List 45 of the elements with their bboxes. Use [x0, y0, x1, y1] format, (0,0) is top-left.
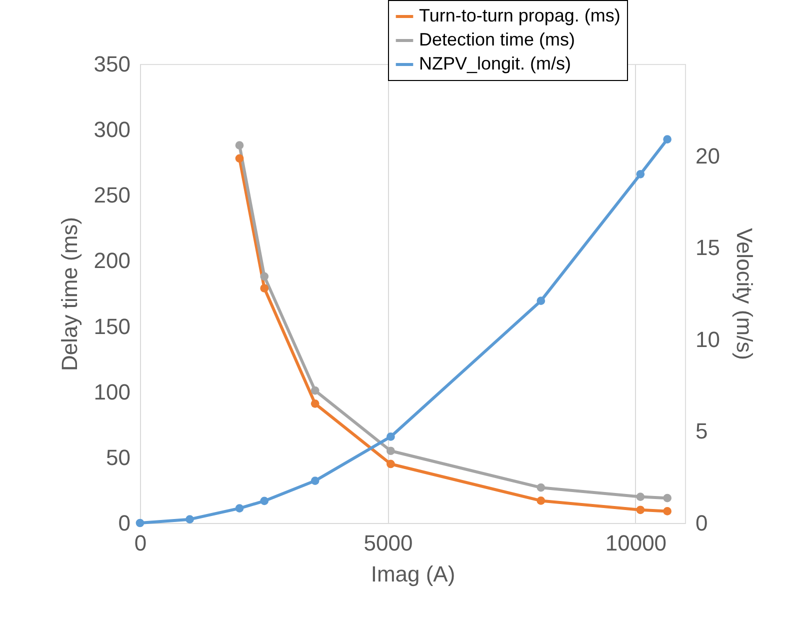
point — [310, 386, 320, 395]
point — [260, 272, 269, 281]
point — [260, 496, 269, 506]
point — [636, 492, 645, 501]
point — [235, 504, 244, 512]
y2-tick-label: 10 — [696, 326, 720, 352]
y-tick-label: 300 — [94, 117, 130, 142]
x-axis-title: Imag (A) — [370, 562, 456, 586]
y2-tick-label: 15 — [696, 235, 720, 260]
y-tick-label: 0 — [118, 510, 130, 536]
x-tick-label: 10000 — [605, 530, 667, 556]
point — [136, 518, 144, 528]
y2-tick-label: 0 — [696, 510, 708, 536]
point — [663, 507, 672, 516]
y-tick-label: 350 — [94, 52, 130, 76]
point — [235, 154, 244, 163]
y-axis-title: Delay time (ms) — [56, 216, 82, 372]
y-tick-label: 150 — [94, 314, 130, 339]
point — [636, 170, 645, 178]
y2-axis-title: Velocity (m/s) — [732, 228, 757, 360]
y2-tick-label: 20 — [696, 143, 720, 168]
y2-tick-label: 5 — [696, 418, 708, 444]
point — [386, 460, 395, 468]
point — [186, 515, 194, 524]
point — [536, 296, 546, 306]
legend-label: Turn-to-turn propag. (ms) — [419, 6, 620, 26]
y-tick-label: 250 — [94, 182, 130, 208]
y-tick-label: 200 — [94, 248, 130, 274]
point — [310, 476, 320, 485]
point — [536, 496, 546, 505]
point — [260, 284, 269, 292]
point — [235, 141, 244, 150]
y-tick-label: 50 — [106, 444, 130, 470]
point — [663, 135, 672, 144]
x-tick-label: 5000 — [364, 530, 413, 556]
legend-label: NZPV_longit. (m/s) — [419, 54, 572, 74]
legend-label: Detection time (ms) — [419, 30, 576, 50]
y-tick-label: 100 — [94, 379, 130, 404]
point — [386, 432, 395, 441]
point — [663, 494, 672, 502]
point — [310, 399, 320, 408]
point — [536, 483, 546, 492]
point — [386, 446, 395, 456]
x-tick-label: 0 — [134, 530, 147, 556]
point — [636, 506, 645, 514]
